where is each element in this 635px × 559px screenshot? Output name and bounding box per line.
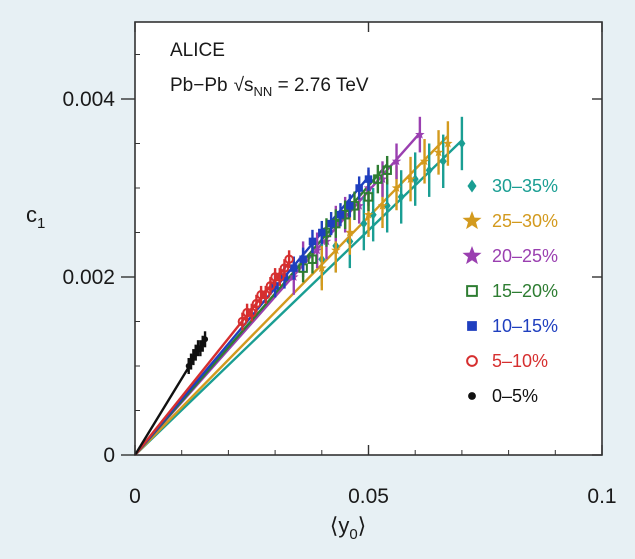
- legend-label: 5–10%: [492, 351, 548, 371]
- data-point: [391, 183, 402, 192]
- data-point: [397, 191, 405, 202]
- data-point: [363, 209, 374, 219]
- x-axis-label: ⟨y0⟩: [330, 513, 367, 543]
- data-point: [443, 138, 453, 148]
- data-point: [308, 237, 317, 246]
- legend-marker: [462, 246, 482, 265]
- data-point: [439, 156, 447, 167]
- data-point: [360, 218, 368, 229]
- legend-label: 20–25%: [492, 246, 558, 266]
- data-point: [336, 210, 345, 219]
- data-point: [284, 254, 294, 264]
- fit-line: [134, 261, 291, 456]
- data-point: [383, 200, 391, 211]
- data-point: [355, 184, 363, 192]
- data-point: [415, 129, 425, 139]
- legend-marker: [462, 211, 482, 230]
- data-point: [327, 219, 335, 228]
- fit-line: [134, 139, 463, 456]
- y-tick-label: 0: [103, 444, 115, 467]
- data-point: [458, 138, 466, 149]
- data-point: [317, 263, 327, 273]
- data-point: [202, 336, 209, 343]
- legend-label: 25–30%: [492, 211, 558, 231]
- data-point: [391, 156, 402, 166]
- x-tick-label: 0.05: [348, 485, 389, 508]
- x-tick-label: 0: [129, 485, 141, 508]
- legend-label: 0–5%: [492, 386, 538, 406]
- data-point: [369, 209, 377, 220]
- legend-label: 30–35%: [492, 176, 558, 196]
- legend-marker: [466, 285, 478, 297]
- data-point: [331, 245, 341, 255]
- data-point: [433, 147, 444, 157]
- data-point: [382, 165, 392, 175]
- data-point: [312, 245, 322, 255]
- y-tick-label: 0.004: [62, 88, 115, 111]
- data-point: [290, 264, 298, 272]
- data-point: [299, 255, 307, 263]
- legend-marker: [466, 355, 478, 367]
- legend-marker: [468, 392, 476, 400]
- data-point: [307, 254, 318, 264]
- plot-frame: [134, 21, 603, 456]
- data-point: [411, 174, 419, 185]
- y-tick-label: 0.002: [62, 266, 115, 289]
- data-point: [377, 200, 388, 210]
- data-point: [318, 228, 326, 237]
- data-point: [363, 192, 374, 202]
- legend-label: 15–20%: [492, 281, 558, 301]
- experiment-label: ALICE: [170, 40, 225, 61]
- x-tick-label: 0.1: [587, 485, 616, 508]
- data-point: [345, 227, 355, 237]
- data-point: [346, 202, 354, 210]
- y-axis-label: c1: [26, 202, 45, 232]
- data-point: [419, 156, 430, 166]
- data-point: [405, 174, 416, 184]
- plot-header: ALICE Pb−Pb √sNN = 2.76 TeV: [170, 40, 369, 99]
- legend-marker: [467, 321, 477, 331]
- legend-label: 10–15%: [492, 316, 558, 336]
- legend: 30–35% 25–30% 20–25% 15–20% 10–15% 5–10% 0–5%: [462, 176, 558, 406]
- data-point: [373, 174, 383, 184]
- data-point: [364, 175, 373, 183]
- data-point: [425, 165, 433, 176]
- collision-system-label: Pb−Pb √sNN = 2.76 TeV: [170, 75, 369, 99]
- legend-marker: [467, 179, 477, 193]
